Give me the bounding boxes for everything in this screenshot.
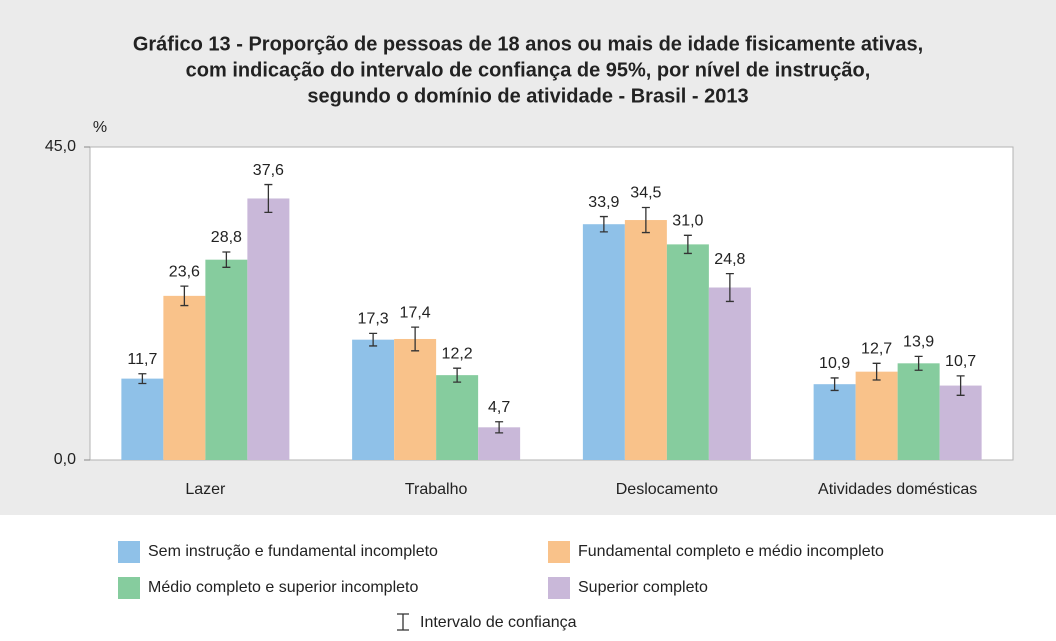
error-bar (683, 234, 692, 255)
data-label: 17,3 (358, 311, 389, 328)
bar (939, 385, 982, 460)
data-label: 10,9 (819, 355, 850, 372)
error-bar (725, 272, 734, 303)
error-bar (872, 362, 881, 381)
legend-label: Fundamental completo e médio incompleto (578, 543, 884, 560)
chart-title: Gráfico 13 - Proporção de pessoas de 18 … (133, 33, 923, 55)
x-tick-label: Lazer (185, 481, 226, 498)
bar (205, 259, 248, 460)
legend-swatch (548, 577, 570, 599)
x-tick-label: Atividades domésticas (818, 481, 977, 498)
error-bar (830, 377, 839, 392)
error-bar (495, 421, 504, 434)
data-label: 12,2 (442, 345, 473, 362)
legend-label: Sem instrução e fundamental incompleto (148, 543, 438, 560)
data-label: 24,8 (714, 251, 745, 268)
data-label: 37,6 (253, 162, 284, 179)
error-bar (180, 285, 189, 307)
bar (582, 224, 625, 460)
error-bar (914, 355, 923, 371)
x-tick-label: Trabalho (405, 481, 468, 498)
error-bar (411, 326, 420, 352)
bar (436, 375, 479, 460)
data-label: 12,7 (861, 341, 892, 358)
legend-swatch (118, 577, 140, 599)
data-label: 31,0 (672, 213, 703, 230)
bar (352, 339, 395, 460)
legend-swatch (118, 541, 140, 563)
bar (121, 378, 164, 460)
error-bar (453, 367, 462, 383)
y-axis-label: % (93, 119, 107, 136)
error-bar (641, 206, 650, 234)
bar (813, 384, 856, 460)
error-bar (222, 251, 231, 268)
bar (394, 338, 437, 460)
bar (624, 220, 667, 460)
data-label: 28,8 (211, 229, 242, 246)
bar (163, 295, 206, 460)
data-label: 33,9 (588, 194, 619, 211)
data-label: 17,4 (400, 304, 431, 321)
chart-title: com indicação do intervalo de confiança … (186, 59, 871, 81)
error-bar (264, 183, 273, 214)
legend-swatch (548, 541, 570, 563)
data-label: 34,5 (630, 185, 661, 202)
bar (897, 363, 940, 460)
bar (666, 244, 709, 460)
legend-label: Superior completo (578, 579, 708, 596)
bar (708, 287, 751, 460)
bar (247, 198, 290, 460)
data-label: 23,6 (169, 263, 200, 280)
error-bar (369, 332, 378, 347)
data-label: 10,7 (945, 353, 976, 370)
legend-label: Intervalo de confiança (420, 614, 577, 631)
error-bar (599, 215, 608, 233)
data-label: 13,9 (903, 334, 934, 351)
y-tick-label: 0,0 (54, 451, 76, 468)
error-bar (138, 373, 147, 385)
legend-error-icon (397, 613, 409, 631)
error-bar (956, 375, 965, 396)
chart-title: segundo o domínio de atividade - Brasil … (307, 85, 748, 107)
y-tick-label: 45,0 (45, 138, 76, 155)
data-label: 4,7 (488, 399, 510, 416)
data-label: 11,7 (127, 351, 157, 368)
x-tick-label: Deslocamento (616, 481, 718, 498)
bar (855, 371, 898, 460)
legend-label: Médio completo e superior incompleto (148, 579, 418, 596)
